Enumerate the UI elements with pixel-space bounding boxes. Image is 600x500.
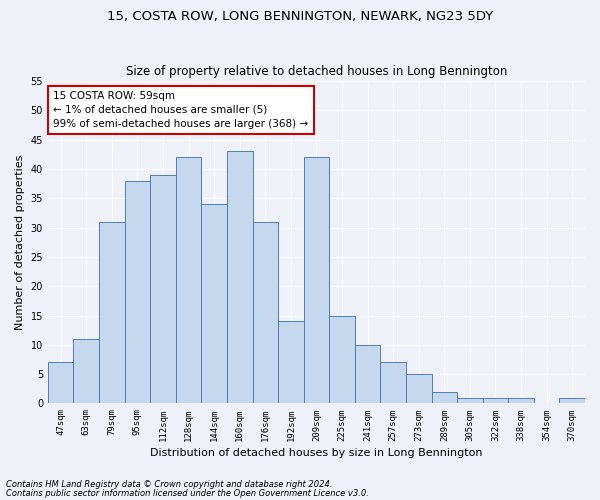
Bar <box>431 392 457 404</box>
Bar <box>253 222 278 404</box>
Bar <box>227 152 253 404</box>
Title: Size of property relative to detached houses in Long Bennington: Size of property relative to detached ho… <box>126 66 507 78</box>
Y-axis label: Number of detached properties: Number of detached properties <box>15 154 25 330</box>
Bar <box>73 339 99 404</box>
Bar <box>355 345 380 404</box>
Bar <box>482 398 508 404</box>
Text: Contains public sector information licensed under the Open Government Licence v3: Contains public sector information licen… <box>6 489 369 498</box>
Bar <box>125 180 150 404</box>
Bar <box>278 322 304 404</box>
Bar <box>559 398 585 404</box>
Text: 15 COSTA ROW: 59sqm
← 1% of detached houses are smaller (5)
99% of semi-detached: 15 COSTA ROW: 59sqm ← 1% of detached hou… <box>53 90 308 128</box>
Bar <box>406 374 431 404</box>
Bar <box>99 222 125 404</box>
Text: Contains HM Land Registry data © Crown copyright and database right 2024.: Contains HM Land Registry data © Crown c… <box>6 480 332 489</box>
Bar <box>329 316 355 404</box>
Bar <box>304 158 329 404</box>
X-axis label: Distribution of detached houses by size in Long Bennington: Distribution of detached houses by size … <box>150 448 483 458</box>
Bar <box>48 362 73 404</box>
Bar <box>150 175 176 404</box>
Text: 15, COSTA ROW, LONG BENNINGTON, NEWARK, NG23 5DY: 15, COSTA ROW, LONG BENNINGTON, NEWARK, … <box>107 10 493 23</box>
Bar <box>380 362 406 404</box>
Bar <box>508 398 534 404</box>
Bar <box>202 204 227 404</box>
Bar <box>176 158 202 404</box>
Bar <box>457 398 482 404</box>
